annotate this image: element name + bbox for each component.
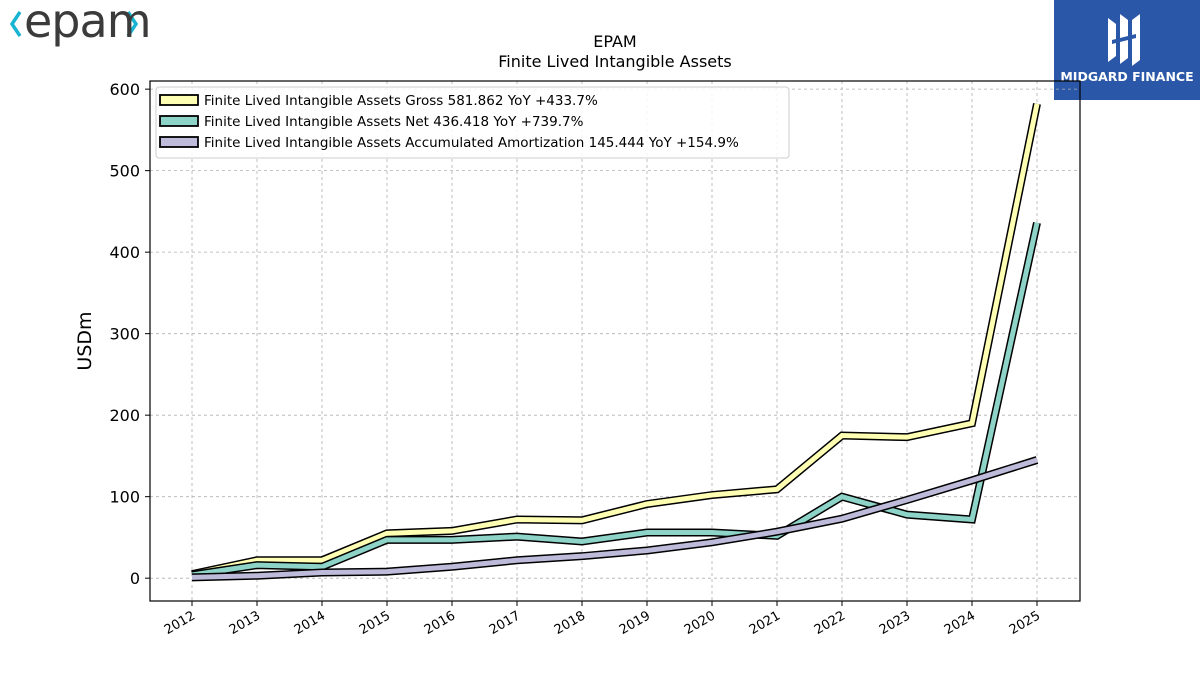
- series-line-2: [191, 457, 1038, 580]
- series-line-1: [191, 222, 1040, 578]
- series-line-0: [191, 103, 1040, 577]
- y-tick-label: 500: [109, 162, 140, 181]
- y-tick-label: 400: [109, 243, 140, 262]
- legend-swatch-2: [159, 136, 199, 148]
- x-tick-label: 2012: [162, 608, 198, 638]
- logo-bar-right: [1132, 14, 1140, 66]
- legend-label-1: Finite Lived Intangible Assets Net 436.4…: [204, 114, 584, 130]
- left-chevron-icon: [9, 11, 22, 37]
- legend-swatch-0: [159, 94, 199, 106]
- x-tick-label: 2024: [942, 608, 978, 638]
- x-tick-label: 2015: [357, 608, 393, 638]
- legend-label-2: Finite Lived Intangible Assets Accumulat…: [204, 135, 739, 151]
- y-tick-label: 300: [109, 325, 140, 344]
- midgard-logo-text: MIDGARD FINANCE: [1060, 69, 1194, 84]
- epam-logo: epam: [4, 0, 151, 56]
- midgard-finance-logo: MIDGARD FINANCE: [1054, 0, 1200, 100]
- y-tick-label: 200: [109, 406, 140, 425]
- x-tick-label: 2016: [422, 608, 458, 638]
- x-tick-label: 2017: [487, 608, 523, 638]
- chart-title: EPAM: [593, 32, 637, 51]
- y-tick-label: 100: [109, 488, 140, 507]
- x-tick-label: 2014: [292, 608, 328, 638]
- legend-label-0: Finite Lived Intangible Assets Gross 581…: [204, 93, 598, 109]
- x-tick-label: 2018: [552, 608, 588, 638]
- x-tick-label: 2013: [227, 608, 263, 638]
- epam-logo-text: epam: [24, 0, 151, 48]
- midgard-logo-mark: [1108, 14, 1140, 66]
- x-tick-label: 2019: [617, 608, 653, 638]
- legend-box: [155, 86, 790, 159]
- series-line-outline-2: [191, 456, 1039, 582]
- epam-logo-mark: [9, 11, 139, 37]
- y-axis-label: USDm: [74, 311, 96, 370]
- chart-subtitle: Finite Lived Intangible Assets: [498, 52, 732, 71]
- x-tick-label: 2021: [747, 608, 783, 638]
- plot-frame: [149, 80, 1081, 602]
- series-line-outline-0: [191, 103, 1041, 579]
- y-tick-label: 600: [109, 80, 140, 99]
- x-tick-label: 2020: [682, 608, 718, 638]
- x-tick-label: 2025: [1007, 608, 1043, 638]
- logo-slash: [1112, 34, 1136, 44]
- x-tick-label: 2023: [877, 608, 913, 638]
- legend-swatch-1: [159, 115, 199, 127]
- right-chevron-icon: [126, 11, 139, 37]
- x-tick-label: 2022: [812, 608, 848, 638]
- y-tick-label: 0: [130, 569, 140, 588]
- series-line-outline-1: [191, 221, 1041, 579]
